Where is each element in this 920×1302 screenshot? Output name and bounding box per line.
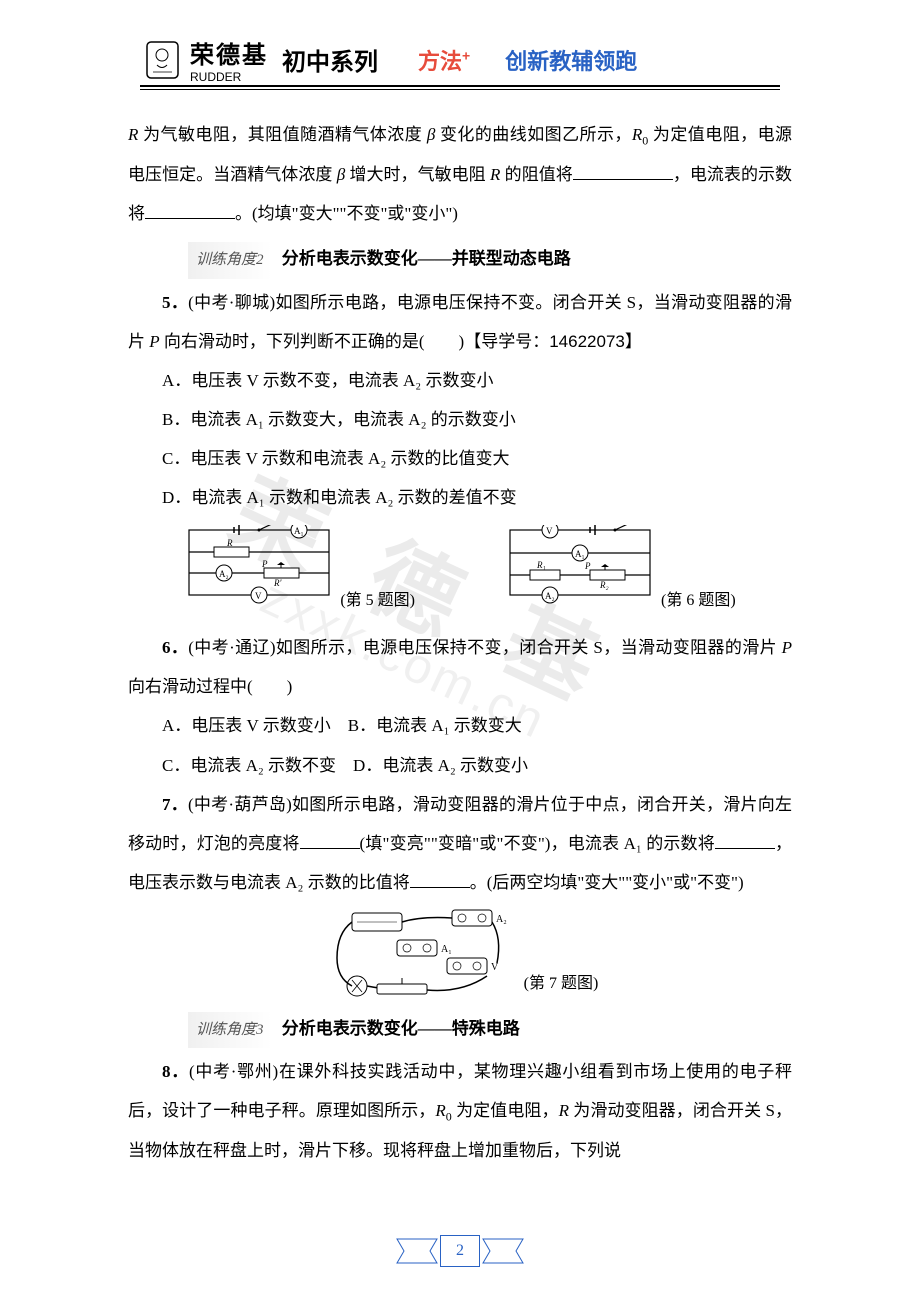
q6-choice-c: C．电流表 A₂ 示数不变 [162, 756, 336, 775]
section2-title: 分析电表示数变化——并联型动态电路 [282, 249, 571, 268]
q5-num: 5． [162, 293, 188, 312]
circuit-diagram-7: A₂ A₁ V [322, 908, 512, 1003]
figure-5-caption: (第 5 题图) [340, 583, 415, 620]
method-label: 方法+ [418, 44, 470, 76]
intro-para: R 为气敏电阻，其阻值随酒精气体浓度 β 变化的曲线如图乙所示，R0 为定值电阻… [128, 115, 792, 233]
svg-text:A₂: A₂ [545, 591, 555, 601]
brand-name: 荣德基 [190, 35, 268, 70]
method-plus: + [462, 47, 470, 63]
svg-text:V: V [546, 526, 553, 536]
q8-source: (中考·鄂州) [189, 1062, 278, 1081]
brand-english: RUDDER [190, 70, 268, 84]
q6-choice-d: D．电流表 A₂ 示数变小 [353, 756, 528, 775]
figure-5: S A₁ R A₂ R' P V (第 5 题图) [184, 525, 415, 620]
question-8: 8．(中考·鄂州)在课外科技实践活动中，某物理兴趣小组看到市场上使用的电子秤后，… [128, 1052, 792, 1170]
q5-choice-c: C．电压表 V 示数和电流表 A₂ 示数的比值变大 [128, 439, 792, 478]
q6-choices-ab: A．电压表 V 示数变小 B．电流表 A₁ 示数变大 [128, 706, 792, 745]
q6-choice-b: B．电流表 A₁ 示数变大 [348, 716, 522, 735]
circuit-diagram-5: S A₁ R A₂ R' P V [184, 525, 334, 620]
q6-choices-cd: C．电流表 A₂ 示数不变 D．电流表 A₂ 示数变小 [128, 746, 792, 785]
q8-num: 8． [162, 1062, 189, 1081]
svg-text:S: S [624, 525, 629, 527]
svg-text:V: V [491, 962, 499, 973]
page-wing-right-icon [480, 1235, 525, 1267]
section3-title: 分析电表示数变化——特殊电路 [282, 1019, 520, 1038]
section2-label: 训练角度2 [188, 242, 272, 279]
section3-header: 训练角度3 分析电表示数变化——特殊电路 [188, 1009, 792, 1049]
section3-label: 训练角度3 [188, 1012, 272, 1049]
question-6: 6．(中考·通辽)如图所示，电源电压保持不变，闭合开关 S，当滑动变阻器的滑片 … [128, 628, 792, 706]
page-number: 2 [440, 1235, 480, 1267]
q6-source: (中考·通辽) [188, 638, 275, 657]
q5-choice-a: A．电压表 V 示数不变，电流表 A₂ 示数变小 [128, 361, 792, 400]
svg-text:A₂: A₂ [219, 569, 229, 579]
svg-text:V: V [255, 591, 262, 601]
q6-choice-a: A．电压表 V 示数变小 [162, 716, 331, 735]
svg-text:R₁: R₁ [536, 560, 546, 570]
svg-text:S: S [268, 525, 273, 527]
q6-num: 6． [162, 638, 188, 657]
figure-7-row: A₂ A₁ V (第 7 题图) [128, 908, 792, 1003]
svg-text:P: P [584, 561, 591, 571]
figure-7-caption: (第 7 题图) [524, 966, 599, 1003]
brand-block: 荣德基 RUDDER [190, 35, 268, 84]
page-header: 荣德基 RUDDER 初中系列 方法+ 创新教辅领跑 [145, 35, 637, 84]
series-label: 初中系列 [282, 42, 378, 77]
method-text: 方法 [418, 49, 462, 74]
svg-text:A₁: A₁ [441, 944, 452, 955]
svg-text:A₂: A₂ [496, 914, 507, 925]
q5-guide: 【导学号：14622073】 [464, 332, 642, 351]
section2-header: 训练角度2 分析电表示数变化——并联型动态电路 [188, 239, 792, 279]
circuit-diagram-6: V S A₁ R₁ P R₂ A₂ [505, 525, 655, 620]
figure-6: V S A₁ R₁ P R₂ A₂ (第 6 题图) [505, 525, 736, 620]
page-wing-left-icon [395, 1235, 440, 1267]
page-number-block: 2 [395, 1235, 525, 1267]
question-7: 7．(中考·葫芦岛)如图所示电路，滑动变阻器的滑片位于中点，闭合开关，滑片向左移… [128, 785, 792, 902]
intro-tail: 。(均填"变大""不变"或"变小") [235, 204, 458, 223]
q7-source: (中考·葫芦岛) [188, 795, 292, 814]
q7-num: 7． [162, 795, 188, 814]
header-rule-thin [140, 89, 780, 90]
q5-choice-d: D．电流表 A₁ 示数和电流表 A₂ 示数的差值不变 [128, 478, 792, 517]
q5-source: (中考·聊城) [188, 293, 275, 312]
figure-row-5-6: S A₁ R A₂ R' P V (第 5 题图) V [128, 525, 792, 620]
question-5: 5．(中考·聊城)如图所示电路，电源电压保持不变。闭合开关 S，当滑动变阻器的滑… [128, 283, 792, 361]
svg-text:R: R [226, 538, 233, 548]
tagline: 创新教辅领跑 [505, 44, 637, 76]
svg-text:R₂: R₂ [599, 580, 609, 590]
q5-choice-b: B．电流表 A₁ 示数变大，电流表 A₂ 的示数变小 [128, 400, 792, 439]
svg-text:P: P [261, 559, 268, 569]
page-content: R 为气敏电阻，其阻值随酒精气体浓度 β 变化的曲线如图乙所示，R0 为定值电阻… [128, 115, 792, 1171]
logo-icon [145, 40, 180, 80]
figure-6-caption: (第 6 题图) [661, 583, 736, 620]
svg-text:A₁: A₁ [294, 526, 304, 536]
header-rule-thick [140, 85, 780, 87]
svg-text:R': R' [273, 578, 282, 588]
svg-text:A₁: A₁ [575, 549, 585, 559]
